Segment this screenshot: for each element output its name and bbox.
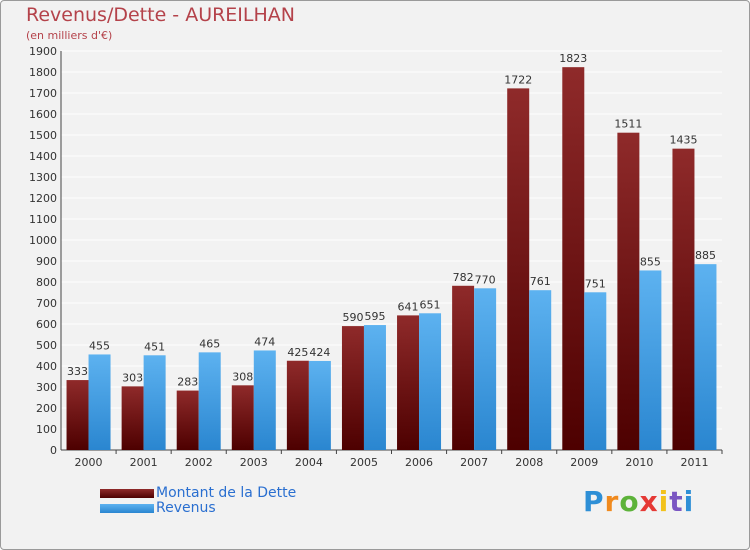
data-label-dette-2008: 1722 [504, 73, 532, 86]
data-label-dette-2005: 590 [342, 311, 363, 324]
bar-revenus-2007 [474, 288, 497, 450]
y-tick-label: 800 [36, 276, 57, 289]
data-label-revenus-2000: 455 [89, 339, 110, 352]
data-label-revenus-2010: 855 [640, 255, 661, 268]
data-label-revenus-2004: 424 [309, 346, 330, 359]
legend-item-dette: Montant de la Dette [100, 486, 296, 501]
bar-dette-2010 [617, 132, 640, 450]
y-tick-label: 1400 [29, 150, 57, 163]
x-tick-label: 2001 [130, 456, 158, 469]
data-label-revenus-2007: 770 [475, 273, 496, 286]
bar-revenus-2000 [88, 354, 111, 450]
bar-dette-2008 [507, 88, 530, 450]
legend-swatch-dette [100, 488, 154, 498]
bar-revenus-2009 [584, 292, 607, 450]
logo-letter: r [604, 485, 620, 518]
bar-dette-2000 [66, 380, 89, 450]
bar-dette-2001 [121, 386, 144, 450]
chart-legend: Montant de la Dette Revenus [100, 486, 296, 516]
y-tick-label: 700 [36, 297, 57, 310]
bar-dette-2011 [672, 148, 695, 450]
x-tick-label: 2011 [680, 456, 708, 469]
bar-revenus-2010 [639, 270, 662, 450]
data-label-dette-2006: 641 [398, 300, 419, 313]
x-tick-label: 2004 [295, 456, 323, 469]
data-label-dette-2000: 333 [67, 365, 88, 378]
data-label-revenus-2009: 751 [585, 277, 606, 290]
bar-revenus-2003 [253, 350, 276, 450]
legend-item-revenus: Revenus [100, 501, 296, 516]
bar-dette-2006 [397, 315, 420, 450]
y-tick-label: 1900 [29, 45, 57, 58]
y-tick-label: 1300 [29, 171, 57, 184]
chart-subtitle: (en milliers d'€) [26, 29, 113, 42]
logo-letter: o [619, 485, 640, 518]
data-label-dette-2011: 1435 [669, 134, 697, 147]
y-tick-label: 1200 [29, 192, 57, 205]
bar-revenus-2005 [363, 325, 386, 450]
bar-dette-2003 [231, 385, 254, 450]
legend-swatch-revenus [100, 503, 154, 513]
data-label-dette-2002: 283 [177, 376, 198, 389]
x-tick-label: 2002 [185, 456, 213, 469]
y-tick-label: 1100 [29, 213, 57, 226]
x-tick-label: 2000 [75, 456, 103, 469]
x-tick-label: 2003 [240, 456, 268, 469]
logo-letter: i [683, 485, 695, 518]
bar-revenus-2001 [143, 355, 166, 450]
bar-dette-2005 [341, 326, 364, 450]
data-label-revenus-2001: 451 [144, 340, 165, 353]
legend-label-revenus: Revenus [156, 500, 216, 516]
logo-letter: t [669, 485, 684, 518]
y-tick-label: 200 [36, 402, 57, 415]
bar-dette-2002 [176, 390, 199, 450]
data-label-dette-2010: 1511 [614, 118, 642, 131]
data-label-dette-2001: 303 [122, 371, 143, 384]
y-tick-label: 1800 [29, 66, 57, 79]
data-label-revenus-2011: 885 [695, 249, 716, 262]
y-tick-label: 600 [36, 318, 57, 331]
logo-letter: P [583, 485, 605, 518]
bar-revenus-2011 [694, 264, 717, 450]
y-tick-label: 1700 [29, 87, 57, 100]
data-label-revenus-2003: 474 [254, 335, 275, 348]
data-label-revenus-2006: 651 [420, 298, 441, 311]
bar-dette-2004 [286, 360, 309, 450]
y-tick-label: 0 [50, 444, 57, 457]
x-tick-label: 2008 [515, 456, 543, 469]
bar-revenus-2006 [419, 313, 442, 450]
x-tick-label: 2010 [625, 456, 653, 469]
data-label-revenus-2005: 595 [364, 310, 385, 323]
y-tick-label: 500 [36, 339, 57, 352]
data-label-dette-2003: 308 [232, 370, 253, 383]
x-tick-label: 2009 [570, 456, 598, 469]
bar-revenus-2004 [308, 360, 331, 450]
data-label-dette-2007: 782 [453, 271, 474, 284]
y-tick-label: 900 [36, 255, 57, 268]
bar-dette-2009 [562, 67, 585, 451]
data-label-dette-2009: 1823 [559, 52, 587, 65]
y-tick-label: 1000 [29, 234, 57, 247]
y-tick-label: 1600 [29, 108, 57, 121]
logo-letter: i [658, 485, 670, 518]
legend-label-dette: Montant de la Dette [156, 485, 297, 501]
chart-title: Revenus/Dette - AUREILHAN [26, 4, 295, 26]
x-tick-label: 2005 [350, 456, 378, 469]
data-label-revenus-2008: 761 [530, 275, 551, 288]
logo-letter: x [639, 485, 659, 518]
x-tick-label: 2006 [405, 456, 433, 469]
y-tick-label: 300 [36, 381, 57, 394]
bar-dette-2007 [452, 285, 475, 450]
data-label-revenus-2002: 465 [199, 337, 220, 350]
data-label-dette-2004: 425 [287, 346, 308, 359]
plot-area [61, 51, 722, 450]
bar-revenus-2008 [529, 290, 552, 450]
y-tick-label: 100 [36, 423, 57, 436]
y-tick-label: 1500 [29, 129, 57, 142]
y-tick-label: 400 [36, 360, 57, 373]
bar-revenus-2002 [198, 352, 221, 450]
proxiti-logo: Proxiti [583, 485, 694, 518]
x-tick-label: 2007 [460, 456, 488, 469]
